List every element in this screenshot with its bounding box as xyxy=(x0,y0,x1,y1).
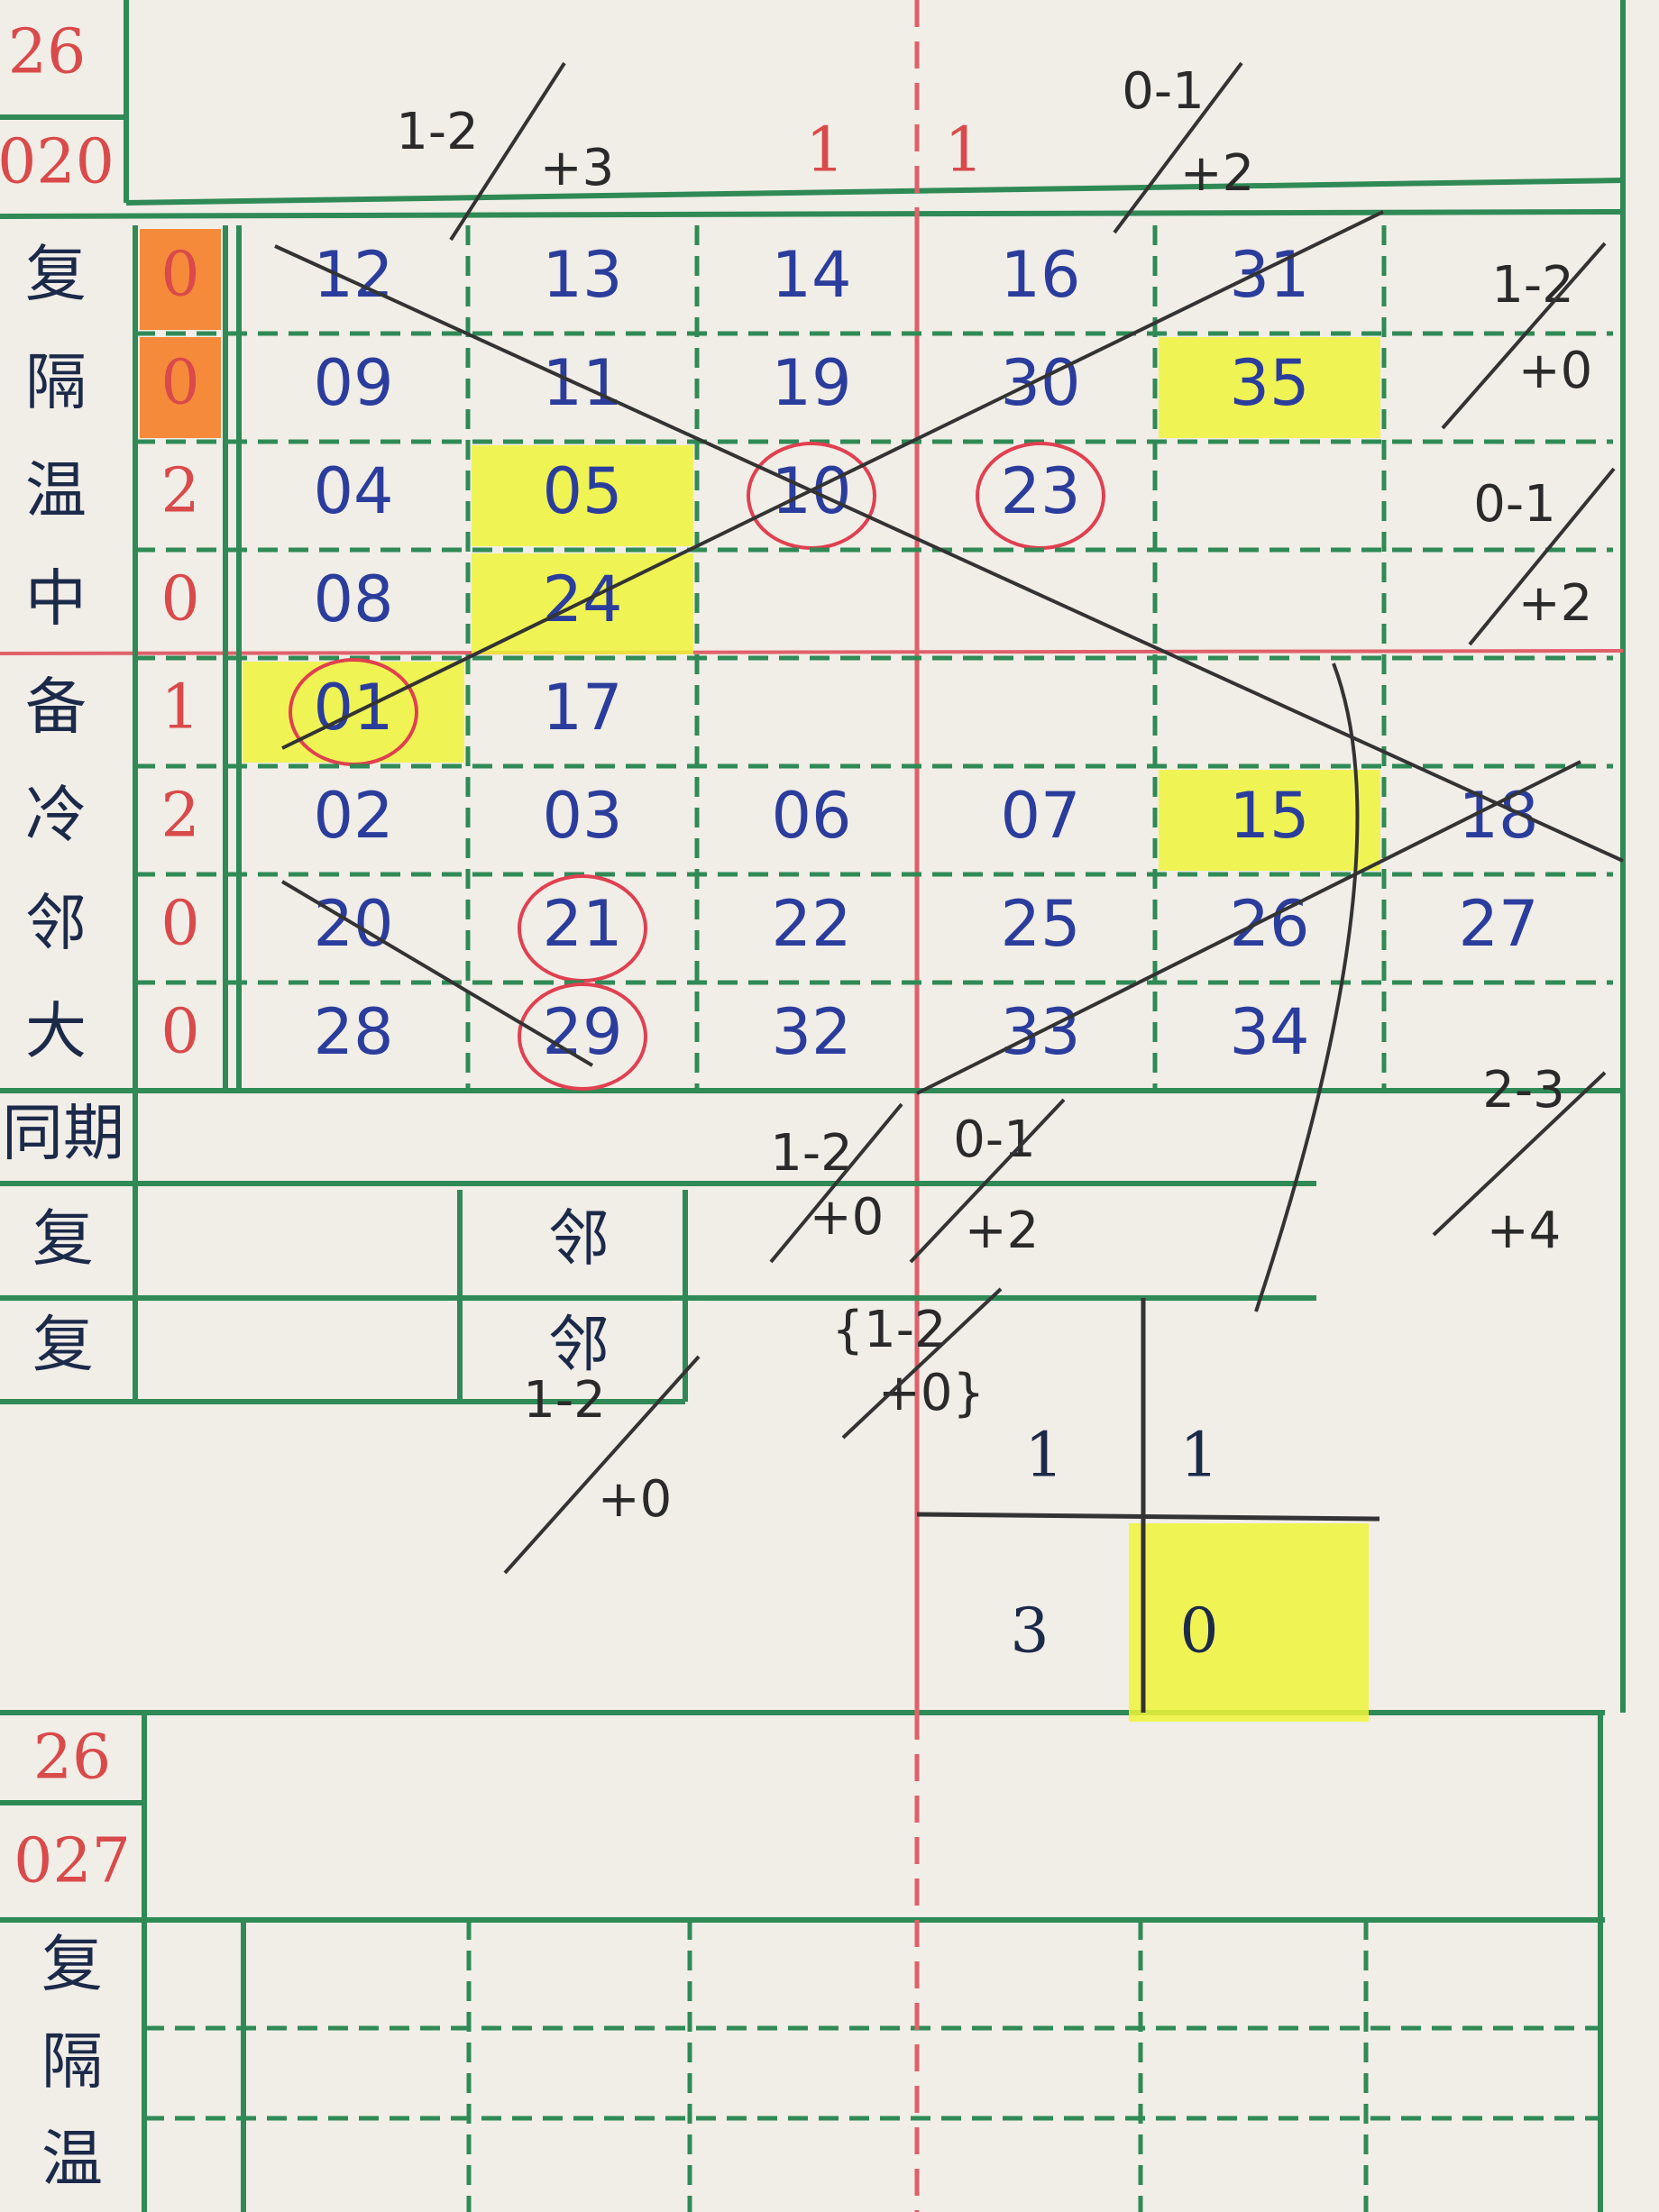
lower-middle: 邻 xyxy=(548,1310,610,1381)
box-number: 0 xyxy=(1179,1596,1218,1668)
row-label: 温 xyxy=(25,456,87,527)
lower-note: +0 xyxy=(810,1188,884,1247)
grid-number: 02 xyxy=(313,779,393,853)
pencil-lines xyxy=(274,61,1624,1713)
row-count: 0 xyxy=(160,348,199,419)
grid-number: 01 xyxy=(313,671,393,745)
lower-label: 复 xyxy=(32,1310,94,1381)
grid-number: 12 xyxy=(313,238,393,312)
header-note: 1 xyxy=(944,115,983,187)
grid-number: 14 xyxy=(771,238,851,312)
grid-number: 17 xyxy=(542,671,622,745)
grid-number: 34 xyxy=(1229,995,1309,1069)
side-note: +0 xyxy=(1518,342,1593,400)
lower-note: +2 xyxy=(965,1202,1040,1260)
row-count: 1 xyxy=(160,672,199,744)
grid-number: 27 xyxy=(1458,887,1538,961)
grid-number: 35 xyxy=(1229,346,1309,420)
grid-number: 08 xyxy=(313,562,393,636)
grid-number: 30 xyxy=(1000,346,1080,420)
row-count: 0 xyxy=(160,997,199,1068)
box-number: 3 xyxy=(1010,1596,1049,1668)
grid-number: 19 xyxy=(771,346,851,420)
row-count: 2 xyxy=(160,781,199,852)
grid-number: 29 xyxy=(542,995,622,1069)
cell-highlight xyxy=(472,445,693,546)
side-note: 2-3 xyxy=(1482,1061,1564,1120)
count-highlight xyxy=(140,229,221,330)
grid-number: 13 xyxy=(542,238,622,312)
box-number: 1 xyxy=(1179,1421,1218,1492)
lower-note: {1-2 xyxy=(831,1301,946,1359)
row-count: 0 xyxy=(160,240,199,311)
grid-number: 32 xyxy=(771,995,851,1069)
cell-highlight xyxy=(1159,770,1380,871)
period-year: 26 xyxy=(8,17,87,88)
grid-number: 31 xyxy=(1229,238,1309,312)
side-note: +4 xyxy=(1487,1202,1562,1260)
grid-number: 26 xyxy=(1229,887,1309,961)
circle-mark xyxy=(518,983,647,1091)
row-count: 0 xyxy=(160,564,199,635)
grid-number: 05 xyxy=(542,454,622,528)
lower-note: 0-1 xyxy=(953,1111,1035,1169)
cell-highlight xyxy=(1159,337,1380,438)
grid-number: 25 xyxy=(1000,887,1080,961)
side-note: 0-1 xyxy=(1473,475,1555,534)
box-number: 1 xyxy=(1024,1421,1063,1492)
grid-number: 15 xyxy=(1229,779,1309,853)
row-label: 冷 xyxy=(25,781,87,852)
grid-number: 04 xyxy=(313,454,393,528)
lower-label: 同期 xyxy=(2,1099,124,1170)
lower-middle: 邻 xyxy=(548,1204,610,1275)
header-note: +2 xyxy=(1180,144,1255,203)
grid-number: 09 xyxy=(313,346,393,420)
lower-note: +0} xyxy=(878,1364,985,1422)
row-count: 2 xyxy=(160,456,199,527)
grid-number: 06 xyxy=(771,779,851,853)
lower-note: 1-2 xyxy=(523,1371,605,1430)
grid-number: 16 xyxy=(1000,238,1080,312)
row-count: 0 xyxy=(160,889,199,960)
lower-note: +0 xyxy=(598,1470,673,1529)
row-label: 隔 xyxy=(25,348,87,419)
grid-number: 28 xyxy=(313,995,393,1069)
grid-number: 22 xyxy=(771,887,851,961)
row-label: 邻 xyxy=(25,889,87,960)
next-label: 温 xyxy=(41,2125,103,2196)
header-note: 1 xyxy=(805,115,844,187)
grid-number: 23 xyxy=(1000,454,1080,528)
lower-label: 复 xyxy=(32,1204,94,1275)
next-issue: 027 xyxy=(14,1826,131,1897)
lower-note: 1-2 xyxy=(770,1124,852,1183)
header-note: +3 xyxy=(540,139,615,197)
side-note: 1-2 xyxy=(1491,256,1573,315)
row-label: 大 xyxy=(25,997,87,1068)
grid-number: 03 xyxy=(542,779,622,853)
next-label: 复 xyxy=(41,1930,103,2001)
grid-number: 21 xyxy=(542,887,622,961)
grid-number: 07 xyxy=(1000,779,1080,853)
header-note: 0-1 xyxy=(1122,62,1204,121)
row-label: 中 xyxy=(25,564,87,635)
row-label: 复 xyxy=(25,240,87,311)
next-label: 隔 xyxy=(41,2027,103,2098)
grid-number: 24 xyxy=(542,562,622,636)
period-issue: 020 xyxy=(0,127,115,198)
grid-number: 11 xyxy=(542,346,622,420)
row-label: 备 xyxy=(25,672,87,744)
next-year: 26 xyxy=(33,1723,112,1794)
count-highlight xyxy=(140,337,221,438)
header-note: 1-2 xyxy=(396,103,478,161)
side-note: +2 xyxy=(1518,574,1593,633)
